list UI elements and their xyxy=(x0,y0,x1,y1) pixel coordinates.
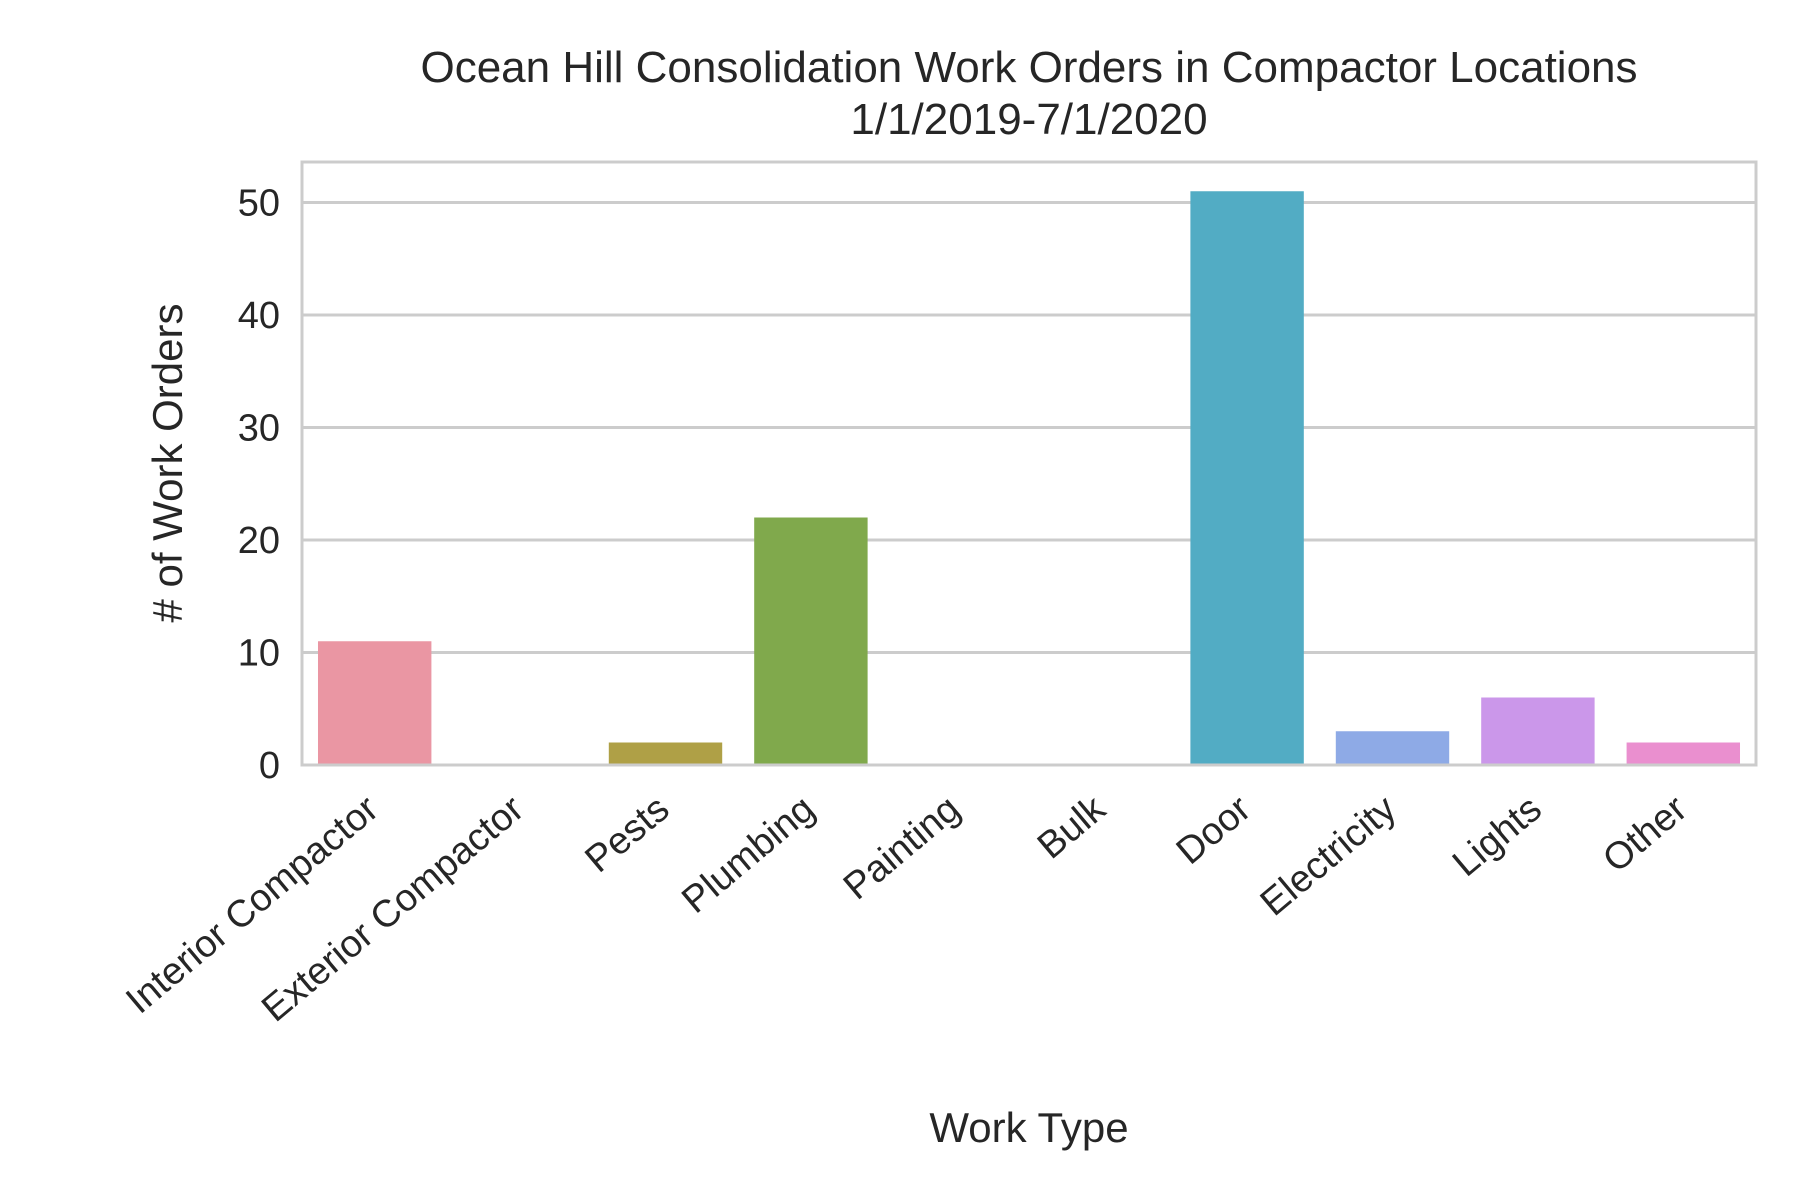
y-tick-label: 20 xyxy=(238,520,280,562)
gridlines xyxy=(302,201,1756,767)
y-tick-label: 10 xyxy=(238,633,280,675)
x-tick-label: Painting xyxy=(836,788,968,908)
y-tick-labels: 0 10 20 30 40 50 xyxy=(238,183,280,788)
bar-plumbing xyxy=(754,517,868,765)
chart-subtitle: 1/1/2019-7/1/2020 xyxy=(850,95,1207,144)
y-tick-label: 30 xyxy=(238,408,280,450)
x-tick-label: Interior Compactor xyxy=(118,788,386,1023)
chart-title: Ocean Hill Consolidation Work Orders in … xyxy=(420,43,1637,92)
bar-interior-compactor xyxy=(317,641,432,765)
x-tick-label: Exterior Compactor xyxy=(254,788,532,1031)
x-tick-label: Electricity xyxy=(1253,788,1405,925)
y-axis-label: # of Work Orders xyxy=(144,304,191,623)
plot-frame xyxy=(300,160,1758,767)
x-tick-label: Door xyxy=(1169,788,1259,873)
x-tick-label: Other xyxy=(1595,788,1695,881)
x-tick-label: Plumbing xyxy=(674,788,822,922)
y-tick-label: 50 xyxy=(238,183,280,225)
x-axis-label: Work Type xyxy=(929,1104,1128,1151)
bar-door xyxy=(1190,191,1304,765)
bar-lights xyxy=(1481,697,1595,765)
x-tick-label: Pests xyxy=(577,788,677,881)
y-tick-label: 0 xyxy=(259,745,280,787)
bar-pests xyxy=(608,742,723,765)
bar-electricity xyxy=(1335,731,1450,765)
y-tick-label: 40 xyxy=(238,295,280,337)
bar-other xyxy=(1626,742,1741,765)
bars xyxy=(317,191,1741,765)
x-tick-label: Bulk xyxy=(1030,787,1114,867)
x-tick-label: Lights xyxy=(1445,788,1550,885)
